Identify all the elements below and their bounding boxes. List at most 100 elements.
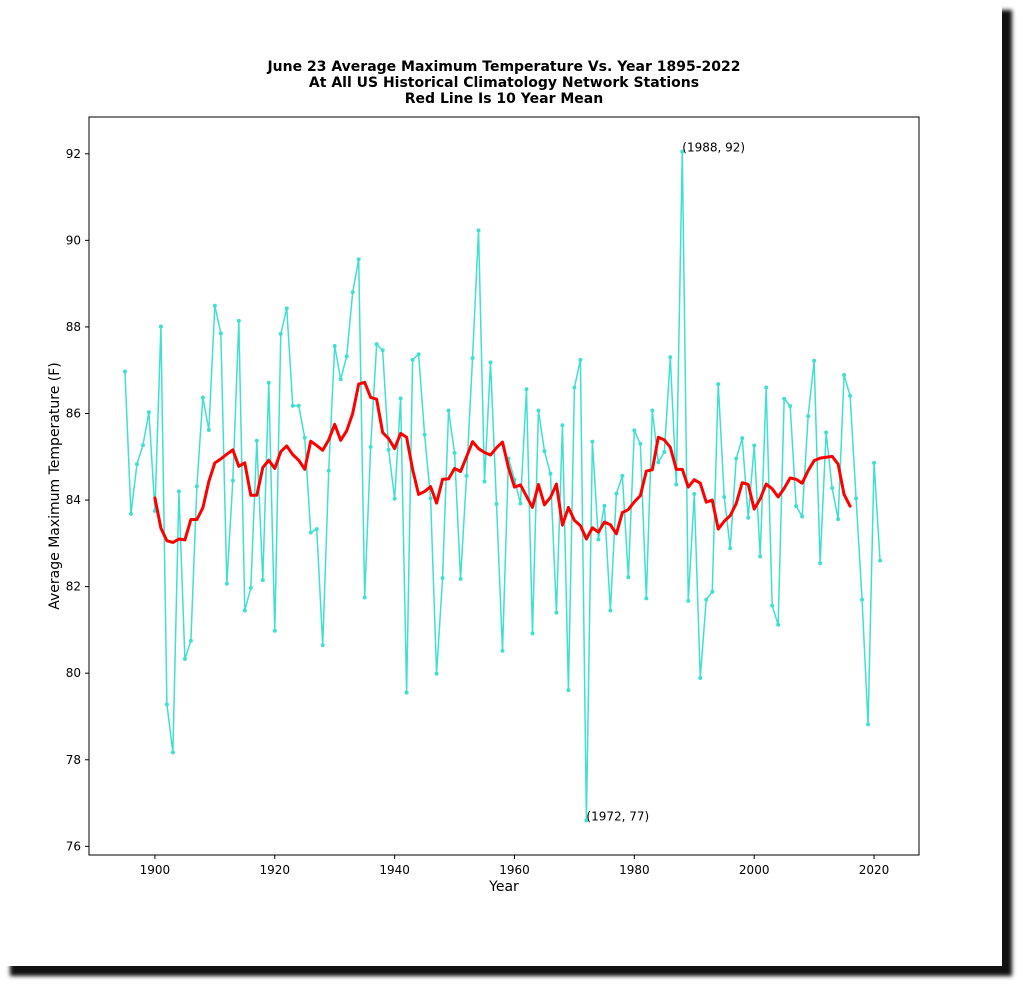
data-point [434,671,439,676]
data-point [128,511,133,516]
x-axis: 1900 1920 1940 1960 1980 2000 2020 [140,855,890,877]
x-tick-label: 2020 [859,863,890,877]
data-point [332,343,337,348]
data-point [824,430,829,435]
data-point [368,444,373,449]
data-point [788,404,793,409]
y-axis-label: Average Maximum Temperature (F) [47,362,63,609]
x-tick-label: 1960 [499,863,530,877]
data-point [380,348,385,353]
x-tick-label: 2000 [739,863,770,877]
data-point [626,575,631,580]
plot-content [122,149,883,823]
data-point [818,561,823,566]
annotation-label: (1988, 92) [682,141,745,155]
data-point [572,385,577,390]
data-point [188,638,193,643]
annotation-label: (1972, 77) [586,809,649,823]
annotations: (1988, 92) (1972, 77) [586,141,745,824]
data-point [566,688,571,693]
data-point [680,149,685,154]
data-point [470,356,475,361]
data-point [608,608,613,613]
x-tick-label: 1900 [140,863,171,877]
data-point [494,501,499,506]
y-tick-label: 92 [66,147,81,161]
data-point [272,628,277,633]
data-point [194,484,199,489]
data-point [752,443,757,448]
data-point [806,414,811,419]
data-point [638,441,643,446]
x-tick-label: 1920 [260,863,291,877]
data-point [224,581,229,586]
data-point [482,479,487,484]
data-point [560,423,565,428]
data-point [830,485,835,490]
data-point [866,722,871,727]
data-point [356,257,361,262]
data-point [758,554,763,559]
data-point [740,436,745,441]
data-point [422,432,427,437]
y-tick-label: 86 [66,406,81,420]
data-point [248,585,253,590]
data-point [692,492,697,497]
data-point [842,372,847,377]
data-point [212,303,217,308]
data-point [836,517,841,522]
y-tick-label: 76 [66,839,81,853]
data-point [716,382,721,387]
data-point [596,537,601,542]
data-point [746,515,751,520]
data-point [674,482,679,487]
y-tick-label: 84 [66,493,81,507]
data-point [812,358,817,363]
data-point [578,357,583,362]
chart-title-line-1: June 23 Average Maximum Temperature Vs. … [266,59,740,75]
data-point [590,439,595,444]
plot-area-border [88,116,920,856]
data-point [860,597,865,602]
data-point [518,501,523,506]
data-point [500,648,505,653]
data-point [542,449,547,454]
y-axis: 76 78 80 82 84 86 88 90 92 [66,147,89,853]
chart-title: June 23 Average Maximum Temperature Vs. … [266,59,740,107]
data-point [206,427,211,432]
data-point [536,408,541,413]
data-point [728,546,733,551]
data-point [164,702,169,707]
data-point [698,675,703,680]
x-tick-label: 1940 [379,863,410,877]
data-point [338,377,343,382]
data-point [620,473,625,478]
data-point [254,438,259,443]
data-point [548,471,553,476]
data-point [146,410,151,415]
y-tick-label: 88 [66,320,81,334]
data-point [308,530,313,535]
data-point [266,380,271,385]
data-point [134,462,139,467]
data-point [296,403,301,408]
data-point [686,598,691,603]
data-point [452,450,457,455]
data-point [122,369,127,374]
data-point [854,496,859,501]
data-point [344,354,349,359]
data-point [176,489,181,494]
data-point [554,610,559,615]
data-point [242,608,247,613]
data-point [878,558,883,563]
data-point [530,631,535,636]
data-point [404,690,409,695]
data-point [800,514,805,519]
data-point [284,306,289,311]
data-point [182,656,187,661]
data-point [290,403,295,408]
data-point [524,387,529,392]
data-point [602,503,607,508]
data-point [794,504,799,509]
